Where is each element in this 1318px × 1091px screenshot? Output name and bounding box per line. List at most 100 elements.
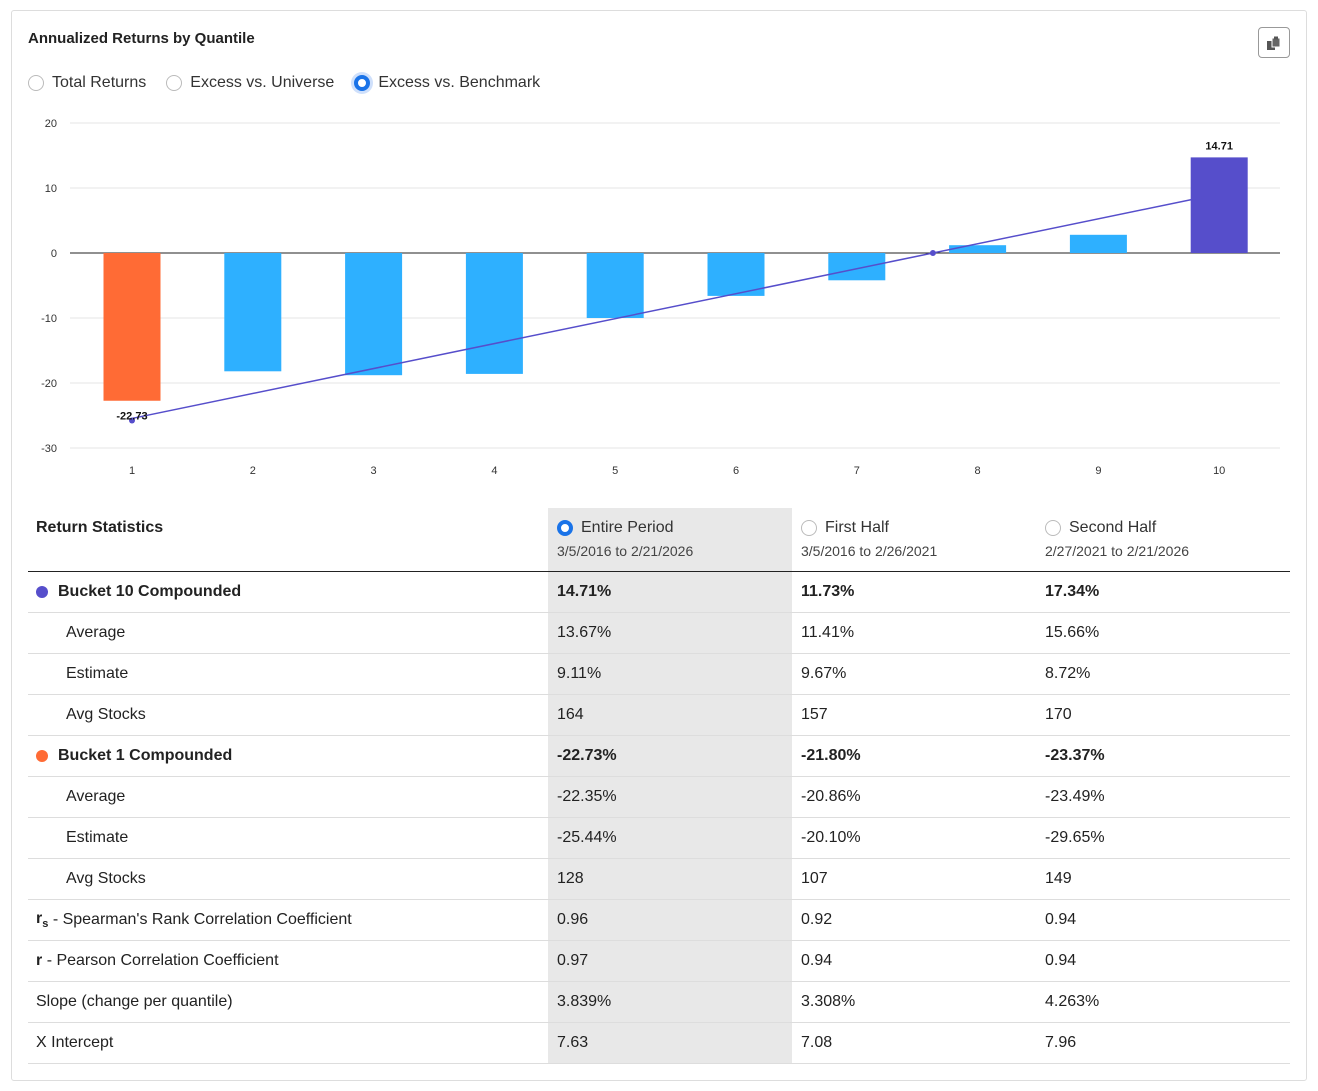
x-tick-label: 4 [491, 465, 497, 477]
value-cell: 8.72% [1045, 665, 1091, 682]
bar-quantile-4[interactable] [465, 253, 523, 374]
row-label-cell: Avg Stocks [28, 870, 548, 888]
value-cell: 3.308% [801, 993, 856, 1010]
bar-quantile-1[interactable] [103, 253, 161, 401]
x-tick-label: 7 [854, 465, 860, 477]
value-cell: -21.80% [801, 747, 861, 764]
radio-mode-0[interactable]: Total Returns [28, 74, 146, 92]
table-row: Average 13.67% 11.41% 15.66% [28, 613, 1290, 654]
trendline [131, 193, 1220, 420]
period-label: First Half [825, 519, 889, 536]
return-mode-radio-group: Total Returns Excess vs. Universe Excess v… [28, 74, 540, 92]
radio-label: Excess vs. Universe [190, 74, 335, 91]
x-tick-label: 8 [975, 465, 981, 477]
radio-mode-2[interactable]: Excess vs. Benchmark [354, 74, 540, 92]
row-label: Bucket 10 Compounded [58, 583, 242, 600]
bar-quantile-5[interactable] [586, 253, 644, 318]
row-label: Slope (change per quantile) [36, 993, 233, 1010]
table-row: Avg Stocks 128 107 149 [28, 859, 1290, 900]
row-label: Estimate [66, 829, 129, 846]
period-range: 2/27/2021 to 2/21/2026 [1045, 543, 1190, 559]
row-label-cell: Estimate [28, 829, 548, 847]
bar-quantile-6[interactable] [707, 253, 765, 296]
x-tick-label: 10 [1213, 465, 1225, 477]
value-cell: 0.97 [548, 941, 792, 981]
y-tick-label: 0 [51, 248, 57, 260]
table-row: Bucket 10 Compounded 14.71% 11.73% 17.34% [28, 572, 1290, 613]
value-cell: 3.839% [548, 982, 792, 1022]
bar-quantile-8[interactable] [949, 245, 1007, 253]
value-cell: 0.96 [548, 900, 792, 940]
bar-quantile-9[interactable] [1069, 234, 1127, 253]
period-header-1[interactable]: First Half 3/5/2016 to 2/26/2021 [792, 508, 1036, 571]
value-cell: 4.263% [1045, 993, 1100, 1010]
bar-quantile-10[interactable] [1190, 157, 1248, 253]
bar-quantile-7[interactable] [828, 253, 886, 281]
row-label: Average [66, 788, 126, 805]
row-label: Avg Stocks [66, 870, 146, 887]
row-label-cell: Bucket 10 Compounded [28, 583, 548, 601]
value-cell: 170 [1045, 706, 1072, 723]
value-cell: 0.94 [1045, 952, 1077, 969]
table-row: r - Pearson Correlation Coefficient 0.97 0… [28, 941, 1290, 982]
x-tick-label: 2 [250, 465, 256, 477]
x-tick-label: 9 [1095, 465, 1101, 477]
row-label-cell: Slope (change per quantile) [28, 993, 548, 1011]
value-cell: 107 [801, 870, 828, 887]
table-row: Avg Stocks 164 157 170 [28, 695, 1290, 736]
x-intercept-point [929, 250, 936, 256]
value-cell: 149 [1045, 870, 1072, 887]
copy-button[interactable] [1258, 27, 1290, 58]
radio-circle-icon[interactable] [354, 75, 371, 91]
quantile-bar-chart: 20 10 0 -10 -20 -30 1 2 3 4 5 6 7 8 9 10 -22.73 14.71 [41, 118, 1280, 477]
value-cell: -22.73% [548, 736, 792, 776]
table-title: Return Statistics [36, 519, 164, 536]
value-cell: 7.63 [548, 1023, 792, 1063]
value-cell: 0.94 [1045, 911, 1077, 928]
trendline-start-point [129, 417, 135, 424]
radio-mode-1[interactable]: Excess vs. Universe [166, 74, 334, 92]
y-tick-label: -10 [41, 313, 57, 325]
period-label: Second Half [1069, 519, 1157, 536]
period-header-0[interactable]: Entire Period 3/5/2016 to 2/21/2026 [548, 508, 792, 571]
row-symbol: rs [36, 909, 49, 931]
radio-circle-icon[interactable] [1045, 520, 1061, 536]
value-cell: -22.35% [548, 777, 792, 817]
table-row: Average -22.35% -20.86% -23.49% [28, 777, 1290, 818]
row-label: X Intercept [36, 1034, 114, 1051]
data-label: 14.71 [1205, 140, 1233, 152]
row-label-cell: Estimate [28, 665, 548, 683]
radio-circle-icon[interactable] [166, 75, 183, 91]
bar-quantile-2[interactable] [224, 253, 282, 372]
y-tick-label: 10 [45, 183, 57, 195]
value-cell: 9.11% [548, 654, 792, 694]
bar-quantile-3[interactable] [345, 253, 403, 376]
y-tick-label: 20 [45, 118, 57, 130]
row-label: - Pearson Correlation Coefficient [46, 952, 279, 969]
period-range: 3/5/2016 to 2/26/2021 [801, 543, 938, 559]
table-row: Slope (change per quantile) 3.839% 3.308% 4… [28, 982, 1290, 1023]
radio-circle-icon[interactable] [801, 520, 817, 536]
radio-label: Total Returns [52, 74, 147, 91]
table-row: Bucket 1 Compounded -22.73% -21.80% -23.37% [28, 736, 1290, 777]
data-label: -22.73 [116, 411, 147, 423]
table-row: rs - Spearman's Rank Correlation Coeffic… [28, 900, 1290, 941]
table-header: Return Statistics Entire Period 3/5/2016 … [28, 508, 1290, 572]
value-cell: -23.49% [1045, 788, 1105, 805]
radio-circle-icon[interactable] [557, 520, 573, 536]
value-cell: -25.44% [548, 818, 792, 858]
value-cell: 9.67% [801, 665, 847, 682]
row-label-cell: Avg Stocks [28, 706, 548, 724]
series-dot-icon [36, 750, 48, 762]
y-tick-label: -20 [41, 378, 57, 390]
row-label: Average [66, 624, 126, 641]
row-label: - Spearman's Rank Correlation Coefficien… [52, 911, 352, 928]
value-cell: 11.73% [801, 583, 855, 600]
period-header-2[interactable]: Second Half 2/27/2021 to 2/21/2026 [1036, 508, 1290, 571]
series-dot-icon [36, 586, 48, 598]
radio-circle-icon[interactable] [28, 75, 44, 91]
value-cell: 7.96 [1045, 1034, 1077, 1051]
value-cell: 11.41% [801, 624, 855, 641]
table-row: Estimate -25.44% -20.10% -29.65% [28, 818, 1290, 859]
value-cell: 15.66% [1045, 624, 1100, 641]
